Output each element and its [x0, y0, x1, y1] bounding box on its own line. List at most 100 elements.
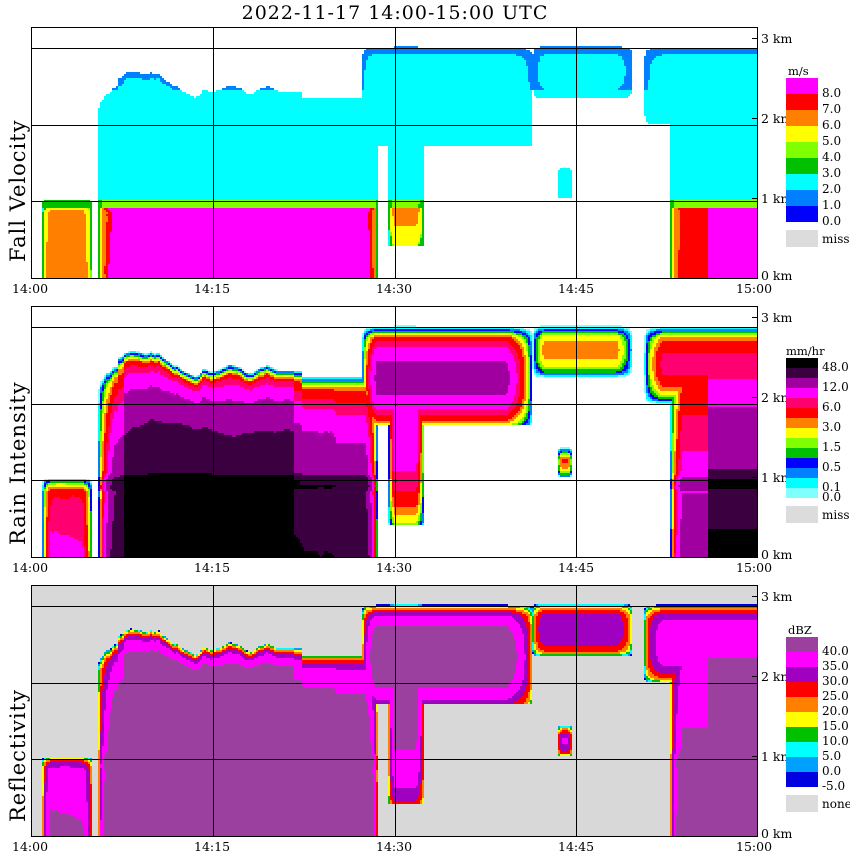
colorbar-band	[786, 772, 818, 787]
ytick-label-2km: 2 km	[761, 390, 793, 405]
ytick-mark	[752, 756, 758, 757]
colorbar-missing-label: miss	[822, 232, 850, 246]
colorbar-tick-label: 4.0	[822, 150, 842, 164]
plot-area-rain-intensity	[31, 306, 758, 558]
xtick-label-1430: 14:30	[376, 281, 413, 296]
colorbar-band	[786, 727, 818, 742]
colorbar-band	[786, 468, 818, 478]
ytick-mark	[752, 278, 758, 279]
ytick-mark	[752, 198, 758, 199]
colorbar-missing-swatch	[786, 795, 818, 812]
plot-area-fall-velocity	[31, 27, 758, 279]
colorbar-tick-label: 10.0	[822, 734, 849, 748]
xtick-label-1400: 14:00	[12, 281, 49, 296]
xtick-label-1430: 14:30	[376, 839, 413, 854]
colorbar-tick-label: -5.0	[822, 779, 846, 793]
ytick-mark	[752, 317, 758, 318]
colorbar-tick-label: 25.0	[822, 689, 849, 703]
colorbar-band	[786, 428, 818, 438]
colorbar-tick-label: 40.0	[822, 644, 849, 658]
xtick-label-1445: 14:45	[558, 839, 595, 854]
colorbar-band	[786, 418, 818, 428]
colorbar-band	[786, 438, 818, 448]
colorbar-band	[786, 712, 818, 727]
colorbar-tick-label: 8.0	[822, 86, 842, 100]
ytick-mark	[752, 676, 758, 677]
colorbar-band	[786, 637, 818, 652]
colorbar-missing-label: none	[822, 797, 850, 811]
colorbar-title-mmhr: mm/hr	[786, 344, 825, 358]
xtick-label-1400: 14:00	[12, 560, 49, 575]
ytick-label-1km: 1 km	[761, 749, 793, 764]
colorbar-tick-label: 6.0	[822, 400, 842, 414]
colorbar-band	[786, 398, 818, 408]
xtick-label-1430: 14:30	[376, 560, 413, 575]
colorbar-tick-label: 0.5	[822, 460, 842, 474]
ytick-mark	[752, 557, 758, 558]
colorbar-tick-label: 3.0	[822, 166, 842, 180]
colorbar-tick-label: 6.0	[822, 118, 842, 132]
colorbar-tick-label: 30.0	[822, 674, 849, 688]
colorbar-band	[786, 448, 818, 458]
colorbar-band	[786, 388, 818, 398]
colorbar-tick-label: 1.5	[822, 440, 842, 454]
colorbar-band	[786, 652, 818, 667]
colorbar-tick-label: 1.0	[822, 198, 842, 212]
colorbar-tick-label: 2.0	[822, 182, 842, 196]
ytick-label-3km: 3 km	[761, 31, 793, 46]
panel-label-rain-intensity: Rain Intensity	[6, 381, 30, 545]
plot-area-reflectivity	[31, 585, 758, 837]
xtick-label-1400: 14:00	[12, 839, 49, 854]
panel-label-reflectivity: Reflectivity	[6, 689, 30, 822]
colorbar-title-ms: m/s	[788, 64, 809, 78]
colorbar-tick-label: 15.0	[822, 719, 849, 733]
colorbar-band	[786, 488, 818, 498]
colorbar-tick-label: 0.0	[822, 490, 842, 504]
colorbar-band	[786, 158, 818, 174]
colorbar-band	[786, 368, 818, 378]
colorbar-band	[786, 174, 818, 190]
colorbar-band	[786, 126, 818, 142]
colorbar-title-dbz: dBZ	[788, 623, 812, 637]
colorbar-band	[786, 142, 818, 158]
colorbar-tick-label: 3.0	[822, 420, 842, 434]
ytick-label-3km: 3 km	[761, 589, 793, 604]
xtick-label-1415: 14:15	[194, 839, 231, 854]
xtick-label-1445: 14:45	[558, 560, 595, 575]
colorbar-band	[786, 190, 818, 206]
colorbar-band	[786, 742, 818, 757]
colorbar-band	[786, 110, 818, 126]
ytick-label-0km: 0 km	[761, 268, 793, 283]
xtick-label-1415: 14:15	[194, 281, 231, 296]
colorbar-band	[786, 378, 818, 388]
colorbar-missing-label: miss	[822, 508, 850, 522]
colorbar-tick-label: 0.1	[822, 480, 842, 494]
colorbar-tick-label: 0.0	[822, 764, 842, 778]
ytick-mark	[752, 477, 758, 478]
colorbar-tick-label: 48.0	[822, 360, 849, 374]
colorbar-missing-swatch	[786, 230, 818, 247]
ytick-mark	[752, 836, 758, 837]
colorbar-tick-label: 5.0	[822, 134, 842, 148]
colorbar-tick-label: 12.0	[822, 380, 849, 394]
ytick-label-1km: 1 km	[761, 191, 793, 206]
xtick-label-1500: 15:00	[736, 560, 773, 575]
colorbar-band	[786, 94, 818, 110]
page-title: 2022-11-17 14:00-15:00 UTC	[241, 2, 549, 24]
ytick-mark	[752, 118, 758, 119]
ytick-label-2km: 2 km	[761, 111, 793, 126]
colorbar-band	[786, 682, 818, 697]
colorbar-tick-label: 20.0	[822, 704, 849, 718]
panel-label-fall-velocity: Fall Velocity	[6, 119, 30, 262]
colorbar-missing-swatch	[786, 506, 818, 523]
ytick-label-0km: 0 km	[761, 826, 793, 841]
xtick-label-1445: 14:45	[558, 281, 595, 296]
ytick-label-0km: 0 km	[761, 547, 793, 562]
colorbar-tick-label: 5.0	[822, 749, 842, 763]
colorbar-tick-label: 0.0	[822, 214, 842, 228]
colorbar-band	[786, 667, 818, 682]
ytick-label-3km: 3 km	[761, 310, 793, 325]
ytick-mark	[752, 38, 758, 39]
ytick-label-1km: 1 km	[761, 470, 793, 485]
